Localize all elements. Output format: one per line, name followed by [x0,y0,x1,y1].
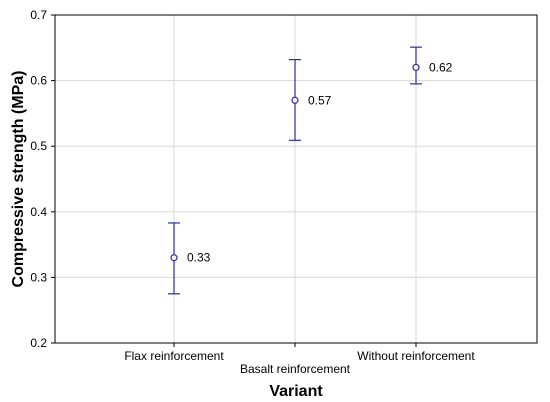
y-axis-title: Compressive strength (MPa) [10,71,27,288]
y-axis-ticks: 0.2 0.3 0.4 0.5 0.6 0.7 [30,8,55,350]
data-label: 0.57 [308,93,332,107]
grid-lines [55,14,537,344]
x-tick-label: Flax reinforcement [124,349,224,363]
x-tick-label: Without reinforcement [357,349,475,363]
x-axis-ticks: Flax reinforcement Basalt reinforcement Wi… [124,343,475,376]
data-label: 0.33 [187,251,211,265]
y-tick-label: 0.2 [30,336,47,350]
y-tick-label: 0.5 [30,139,47,153]
plot-frame [54,14,538,344]
y-tick-label: 0.3 [30,270,47,284]
x-axis-title: Variant [269,383,323,400]
y-tick-label: 0.7 [30,8,47,22]
y-tick-label: 0.4 [30,205,47,219]
y-tick-label: 0.6 [30,74,47,88]
data-series: 0.33 0.57 0.62 [168,46,453,295]
mean-marker [170,254,178,262]
x-tick-label: Basalt reinforcement [240,362,351,376]
data-label: 0.62 [429,60,453,74]
mean-marker [291,96,299,104]
mean-marker [412,63,420,72]
